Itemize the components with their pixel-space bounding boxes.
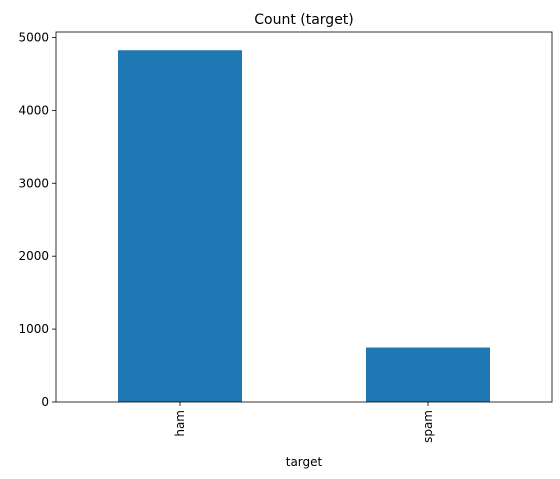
x-axis-label: target — [286, 455, 323, 469]
y-tick-label-2000: 2000 — [18, 249, 49, 263]
y-tick-label-4000: 4000 — [18, 103, 49, 117]
y-tick-label-1000: 1000 — [18, 322, 49, 336]
y-tick-label-3000: 3000 — [18, 176, 49, 190]
chart-title: Count (target) — [254, 12, 354, 28]
x-tick-label-spam: spam — [421, 410, 435, 443]
y-tick-label-0: 0 — [41, 395, 49, 409]
bar-spam — [366, 347, 490, 402]
plot-area: ham spam 0 1000 2000 3000 4000 5000 — [18, 30, 553, 443]
x-tick-label-ham: ham — [173, 410, 187, 437]
axes-frame — [55, 31, 553, 403]
bar-ham — [118, 50, 242, 403]
y-tick-label-5000: 5000 — [18, 30, 49, 44]
